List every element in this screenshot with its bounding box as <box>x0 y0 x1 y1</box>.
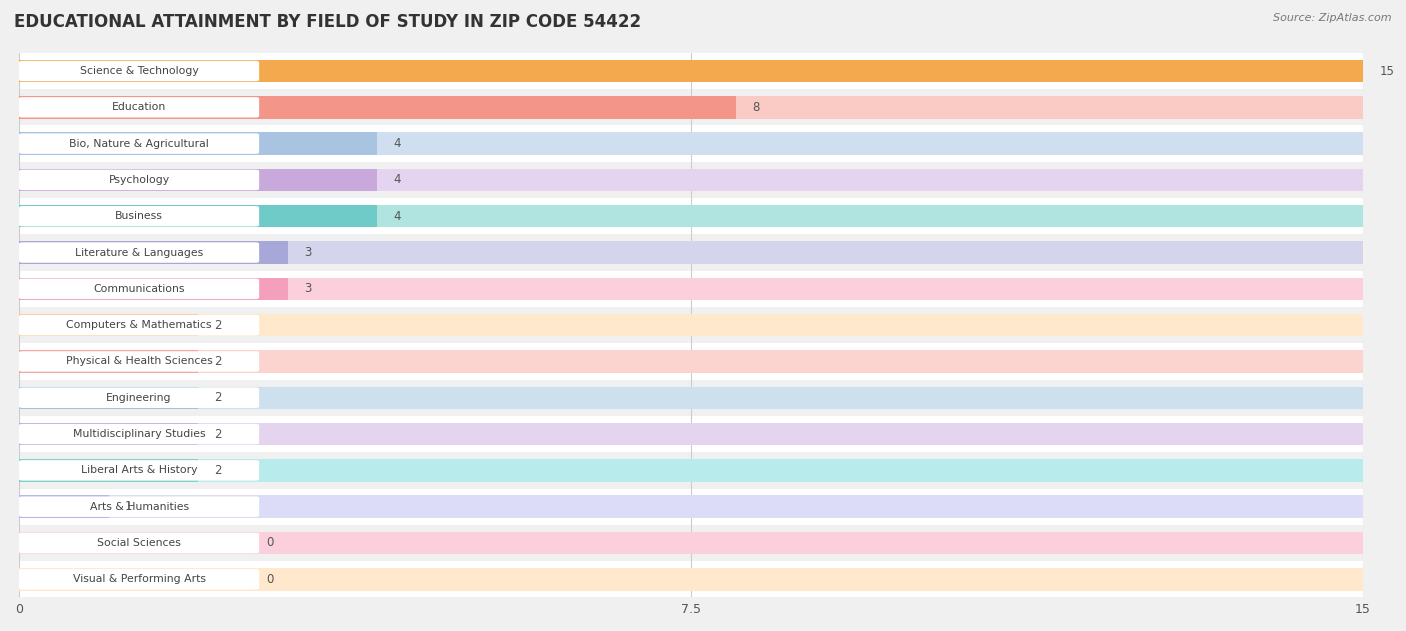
Text: 3: 3 <box>304 282 311 295</box>
Text: 2: 2 <box>214 391 222 404</box>
Bar <box>20 380 1362 416</box>
Text: Computers & Mathematics: Computers & Mathematics <box>66 320 212 330</box>
FancyBboxPatch shape <box>20 170 259 190</box>
Bar <box>20 387 1362 409</box>
FancyBboxPatch shape <box>20 533 259 553</box>
Bar <box>20 495 108 518</box>
Bar <box>20 314 198 336</box>
Bar <box>20 198 1362 234</box>
Bar <box>20 278 1362 300</box>
FancyBboxPatch shape <box>20 387 259 408</box>
Bar <box>20 568 1362 591</box>
Bar <box>20 241 288 264</box>
Bar <box>20 126 1362 162</box>
Text: Source: ZipAtlas.com: Source: ZipAtlas.com <box>1274 13 1392 23</box>
Text: Psychology: Psychology <box>108 175 170 185</box>
Text: 8: 8 <box>752 101 759 114</box>
Bar <box>20 271 1362 307</box>
Text: Visual & Performing Arts: Visual & Performing Arts <box>73 574 205 584</box>
Bar <box>20 241 1362 264</box>
Text: 0: 0 <box>266 573 274 586</box>
FancyBboxPatch shape <box>20 351 259 372</box>
FancyBboxPatch shape <box>20 133 259 154</box>
Bar <box>20 350 198 373</box>
Text: EDUCATIONAL ATTAINMENT BY FIELD OF STUDY IN ZIP CODE 54422: EDUCATIONAL ATTAINMENT BY FIELD OF STUDY… <box>14 13 641 31</box>
Text: 2: 2 <box>214 464 222 477</box>
Bar <box>20 162 1362 198</box>
Bar <box>20 168 377 191</box>
Text: 2: 2 <box>214 428 222 440</box>
Text: Education: Education <box>112 102 166 112</box>
Bar <box>20 488 1362 525</box>
FancyBboxPatch shape <box>20 279 259 299</box>
Bar <box>20 314 1362 336</box>
FancyBboxPatch shape <box>20 497 259 517</box>
Bar <box>20 60 1362 82</box>
Bar <box>20 423 198 445</box>
Bar <box>20 205 377 228</box>
Bar <box>20 307 1362 343</box>
Text: 2: 2 <box>214 355 222 368</box>
Text: 2: 2 <box>214 319 222 332</box>
Text: 0: 0 <box>266 536 274 550</box>
Bar <box>20 53 1362 89</box>
Bar <box>20 96 735 119</box>
FancyBboxPatch shape <box>20 97 259 117</box>
Bar <box>20 459 1362 481</box>
Text: Literature & Languages: Literature & Languages <box>75 247 204 257</box>
Text: 4: 4 <box>394 137 401 150</box>
Bar <box>20 133 1362 155</box>
Bar <box>20 459 198 481</box>
Text: Social Sciences: Social Sciences <box>97 538 181 548</box>
Bar <box>20 532 1362 554</box>
Bar <box>20 416 1362 452</box>
FancyBboxPatch shape <box>20 315 259 336</box>
Text: Science & Technology: Science & Technology <box>80 66 198 76</box>
Bar <box>20 343 1362 380</box>
Bar <box>20 278 288 300</box>
Text: 4: 4 <box>394 209 401 223</box>
Bar <box>20 96 1362 119</box>
Bar <box>20 89 1362 126</box>
Bar <box>20 423 1362 445</box>
Bar <box>20 452 1362 488</box>
Text: 15: 15 <box>1379 64 1395 78</box>
Text: Physical & Health Sciences: Physical & Health Sciences <box>66 357 212 367</box>
FancyBboxPatch shape <box>20 242 259 262</box>
Bar <box>20 561 1362 598</box>
Bar <box>20 350 1362 373</box>
Bar <box>20 133 377 155</box>
Bar <box>20 168 1362 191</box>
FancyBboxPatch shape <box>20 206 259 227</box>
Bar <box>20 495 1362 518</box>
FancyBboxPatch shape <box>20 569 259 589</box>
FancyBboxPatch shape <box>20 424 259 444</box>
Text: Liberal Arts & History: Liberal Arts & History <box>80 466 197 475</box>
Bar <box>20 525 1362 561</box>
Bar <box>20 387 198 409</box>
Text: 1: 1 <box>125 500 132 513</box>
Bar <box>20 205 1362 228</box>
Text: 3: 3 <box>304 246 311 259</box>
Text: Arts & Humanities: Arts & Humanities <box>90 502 188 512</box>
FancyBboxPatch shape <box>20 460 259 481</box>
Text: Engineering: Engineering <box>107 392 172 403</box>
Text: 4: 4 <box>394 174 401 186</box>
Text: Multidisciplinary Studies: Multidisciplinary Studies <box>73 429 205 439</box>
Bar <box>20 60 1362 82</box>
FancyBboxPatch shape <box>20 61 259 81</box>
Text: Bio, Nature & Agricultural: Bio, Nature & Agricultural <box>69 139 209 149</box>
Text: Communications: Communications <box>93 284 184 294</box>
Bar <box>20 234 1362 271</box>
Text: Business: Business <box>115 211 163 221</box>
